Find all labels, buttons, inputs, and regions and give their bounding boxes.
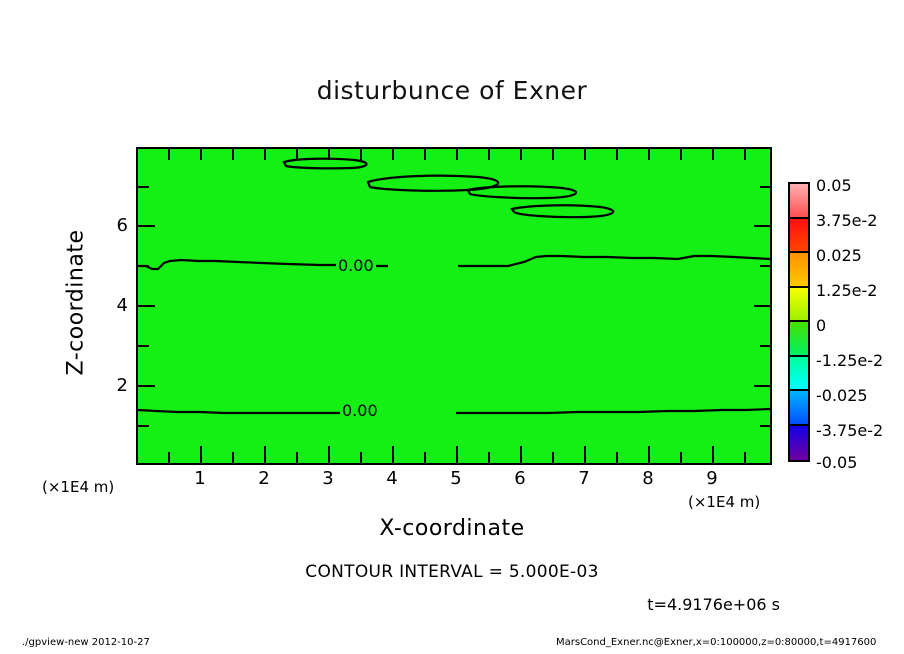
tick-bottom: [200, 446, 202, 463]
x-tick-label: 5: [450, 468, 462, 489]
colorbar-band: [790, 184, 808, 219]
x-tick-label: 1: [194, 468, 206, 489]
colorbar-label: 3.75e-2: [816, 211, 878, 230]
footer-left-text: ./gpview-new 2012-10-27: [22, 637, 150, 648]
tick-top: [232, 149, 234, 160]
tick-bottom: [680, 452, 682, 463]
y-tick-label: 2: [116, 375, 128, 396]
x-tick-label: 3: [322, 468, 334, 489]
tick-left: [138, 345, 149, 347]
tick-top: [584, 149, 586, 160]
colorbar-label: -1.25e-2: [816, 351, 884, 370]
tick-bottom: [392, 446, 394, 463]
tick-top: [712, 149, 714, 160]
tick-bottom: [264, 446, 266, 463]
tick-top: [552, 149, 554, 160]
tick-top: [648, 149, 650, 160]
colorbar-label: 0.025: [816, 246, 862, 265]
tick-left: [138, 305, 155, 307]
tick-right: [754, 385, 771, 387]
colorbar-label: 0: [816, 316, 827, 335]
tick-top: [616, 149, 618, 160]
colorbar-band: [790, 287, 808, 322]
tick-right: [754, 225, 771, 227]
tick-bottom: [328, 446, 330, 463]
colorbar: [788, 182, 810, 462]
tick-left: [138, 425, 149, 427]
tick-top: [200, 149, 202, 160]
tick-left: [138, 265, 149, 267]
x-tick-label: 7: [578, 468, 590, 489]
x-axis-title: X-coordinate: [379, 516, 525, 541]
tick-top: [328, 149, 330, 160]
x-unit-left-label: (×1E4 m): [42, 478, 115, 496]
tick-right: [760, 425, 771, 427]
plot-canvas: [136, 147, 772, 465]
x-tick-label: 9: [706, 468, 718, 489]
tick-bottom: [712, 446, 714, 463]
y-axis-title: Z-coordinate: [63, 229, 89, 376]
tick-bottom: [520, 446, 522, 463]
tick-top: [264, 149, 266, 160]
tick-top: [392, 149, 394, 160]
tick-bottom: [424, 452, 426, 463]
y-tick-label: 6: [116, 215, 128, 236]
contour-label-lower: 0.00: [340, 401, 380, 420]
colorbar-label: 1.25e-2: [816, 281, 878, 300]
tick-top: [680, 149, 682, 160]
tick-bottom: [456, 446, 458, 463]
tick-bottom: [648, 446, 650, 463]
tick-bottom: [552, 452, 554, 463]
tick-top: [520, 149, 522, 160]
page-title: disturbunce of Exner: [316, 76, 588, 105]
x-tick-label: 2: [258, 468, 270, 489]
tick-right: [760, 265, 771, 267]
y-tick-label: 4: [116, 295, 128, 316]
tick-top: [744, 149, 746, 160]
tick-top: [456, 149, 458, 160]
contour-lines: [138, 157, 770, 415]
contour-label-upper: 0.00: [336, 256, 376, 275]
tick-bottom: [488, 452, 490, 463]
tick-bottom: [296, 452, 298, 463]
tick-right: [760, 186, 771, 188]
colorbar-band: [790, 253, 808, 288]
x-tick-label: 8: [642, 468, 654, 489]
colorbar-band: [790, 218, 808, 253]
tick-top: [360, 149, 362, 160]
tick-left: [138, 186, 149, 188]
tick-right: [760, 345, 771, 347]
tick-left: [138, 225, 155, 227]
tick-top: [424, 149, 426, 160]
time-stamp-text: t=4.9176e+06 s: [647, 595, 780, 614]
colorbar-band: [790, 391, 808, 426]
tick-bottom: [360, 452, 362, 463]
tick-bottom: [232, 452, 234, 463]
tick-right: [754, 305, 771, 307]
colorbar-band: [790, 425, 808, 460]
tick-bottom: [616, 452, 618, 463]
footer-right-text: MarsCond_Exner.nc@Exner,x=0:100000,z=0:8…: [556, 637, 877, 648]
colorbar-label: -0.05: [816, 453, 858, 472]
contour-interval-text: CONTOUR INTERVAL = 5.000E-03: [305, 562, 599, 582]
tick-top: [168, 149, 170, 160]
colorbar-band: [790, 322, 808, 357]
x-unit-right-label: (×1E4 m): [688, 493, 761, 511]
tick-bottom: [744, 452, 746, 463]
x-tick-label: 6: [514, 468, 526, 489]
tick-left: [138, 385, 155, 387]
tick-bottom: [168, 452, 170, 463]
tick-top: [488, 149, 490, 160]
tick-bottom: [584, 446, 586, 463]
colorbar-label: -3.75e-2: [816, 421, 884, 440]
colorbar-band: [790, 356, 808, 391]
x-tick-label: 4: [386, 468, 398, 489]
colorbar-label: -0.025: [816, 386, 868, 405]
colorbar-label: 0.05: [816, 176, 852, 195]
tick-top: [296, 149, 298, 160]
